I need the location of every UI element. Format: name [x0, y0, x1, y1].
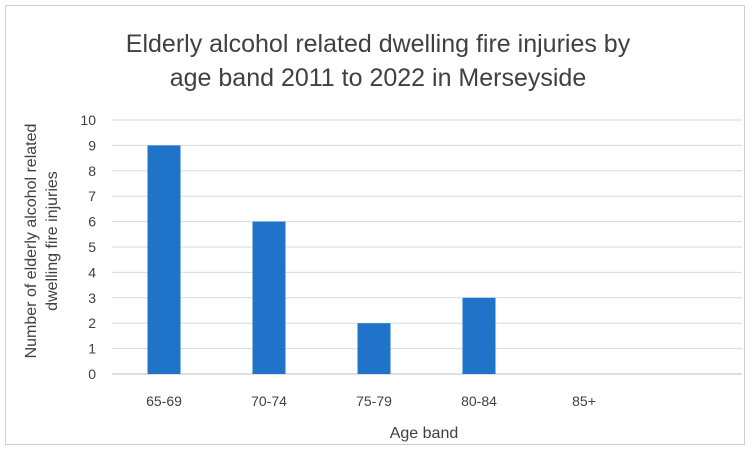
y-tick-label: 6	[88, 214, 96, 230]
y-tick-label: 1	[88, 341, 96, 357]
x-tick-label: 70-74	[251, 393, 287, 409]
y-tick-label: 10	[80, 112, 96, 128]
chart-title-line-2: age band 2011 to 2022 in Merseyside	[170, 64, 587, 92]
y-tick-label: 2	[88, 315, 96, 331]
bar-75-79	[357, 323, 391, 374]
y-tick-label: 0	[88, 366, 96, 382]
y-tick-label: 3	[88, 290, 96, 306]
bar-65-69	[147, 145, 181, 374]
chart-title: Elderly alcohol related dwelling fire in…	[126, 30, 631, 92]
gridlines	[112, 119, 742, 375]
y-tick-label: 5	[88, 239, 96, 255]
y-tick-label: 7	[88, 188, 96, 204]
bar-80-84	[462, 297, 496, 374]
x-tick-label: 80-84	[461, 393, 497, 409]
x-axis-label: Age band	[390, 425, 459, 442]
y-axis-ticks: 0 1 2 3 4 5 6 7 8 9 10	[80, 112, 96, 382]
bars	[147, 145, 496, 374]
bar-70-74	[252, 221, 286, 374]
y-tick-label: 9	[88, 137, 96, 153]
x-axis-ticks: 65-69 70-74 75-79 80-84 85+	[146, 393, 596, 409]
y-tick-label: 4	[88, 264, 96, 280]
x-tick-label: 85+	[572, 393, 596, 409]
y-tick-label: 8	[88, 163, 96, 179]
y-axis-label: Number of elderly alcohol related dwelli…	[23, 124, 61, 359]
y-axis-label-line-1: Number of elderly alcohol related	[23, 124, 40, 359]
chart-title-line-1: Elderly alcohol related dwelling fire in…	[126, 30, 631, 58]
x-tick-label: 65-69	[146, 393, 182, 409]
y-axis-label-line-2: dwelling fire injuries	[44, 171, 61, 311]
chart-frame	[5, 5, 745, 445]
x-tick-label: 75-79	[356, 393, 392, 409]
